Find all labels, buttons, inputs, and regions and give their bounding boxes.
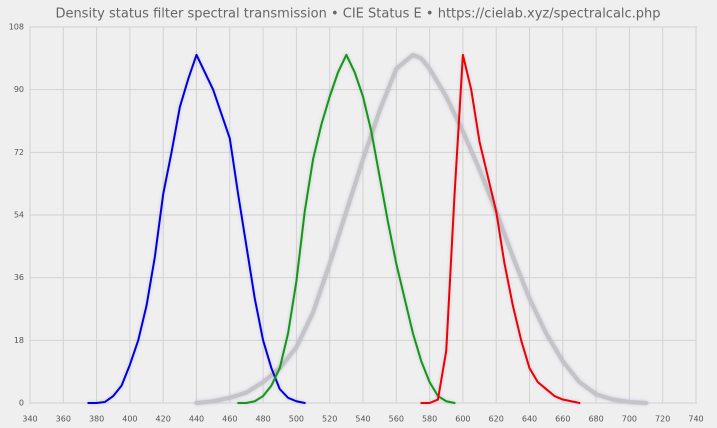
x-tick-label: 520 (322, 415, 337, 424)
y-tick-label: 0 (19, 399, 24, 408)
x-tick-label: 660 (555, 415, 570, 424)
x-tick-label: 620 (489, 415, 504, 424)
x-tick-label: 420 (156, 415, 171, 424)
y-tick-label: 54 (14, 211, 24, 220)
series-line (237, 53, 456, 404)
x-tick-label: 400 (122, 415, 137, 424)
x-tick-label: 440 (189, 415, 204, 424)
x-tick-label: 480 (255, 415, 270, 424)
x-tick-label: 700 (622, 415, 637, 424)
x-tick-label: 740 (688, 415, 703, 424)
y-tick-label: 108 (9, 23, 24, 32)
x-tick-label: 680 (588, 415, 603, 424)
x-tick-label: 580 (422, 415, 437, 424)
y-tick-label: 36 (14, 273, 24, 282)
x-tick-label: 500 (289, 415, 304, 424)
x-tick-label: 640 (522, 415, 537, 424)
y-tick-label: 90 (14, 85, 24, 94)
x-tick-label: 340 (22, 415, 37, 424)
y-tick-label: 72 (14, 148, 24, 157)
x-tick-label: 600 (455, 415, 470, 424)
x-tick-label: 460 (222, 415, 237, 424)
x-tick-label: 540 (355, 415, 370, 424)
chart-title: Density status filter spectral transmiss… (55, 7, 660, 22)
series-line (87, 53, 306, 404)
y-tick-label: 18 (14, 336, 24, 345)
x-tick-label: 560 (389, 415, 404, 424)
x-tick-label: 720 (655, 415, 670, 424)
series-line (420, 53, 581, 404)
x-tick-label: 380 (89, 415, 104, 424)
x-tick-label: 360 (56, 415, 71, 424)
